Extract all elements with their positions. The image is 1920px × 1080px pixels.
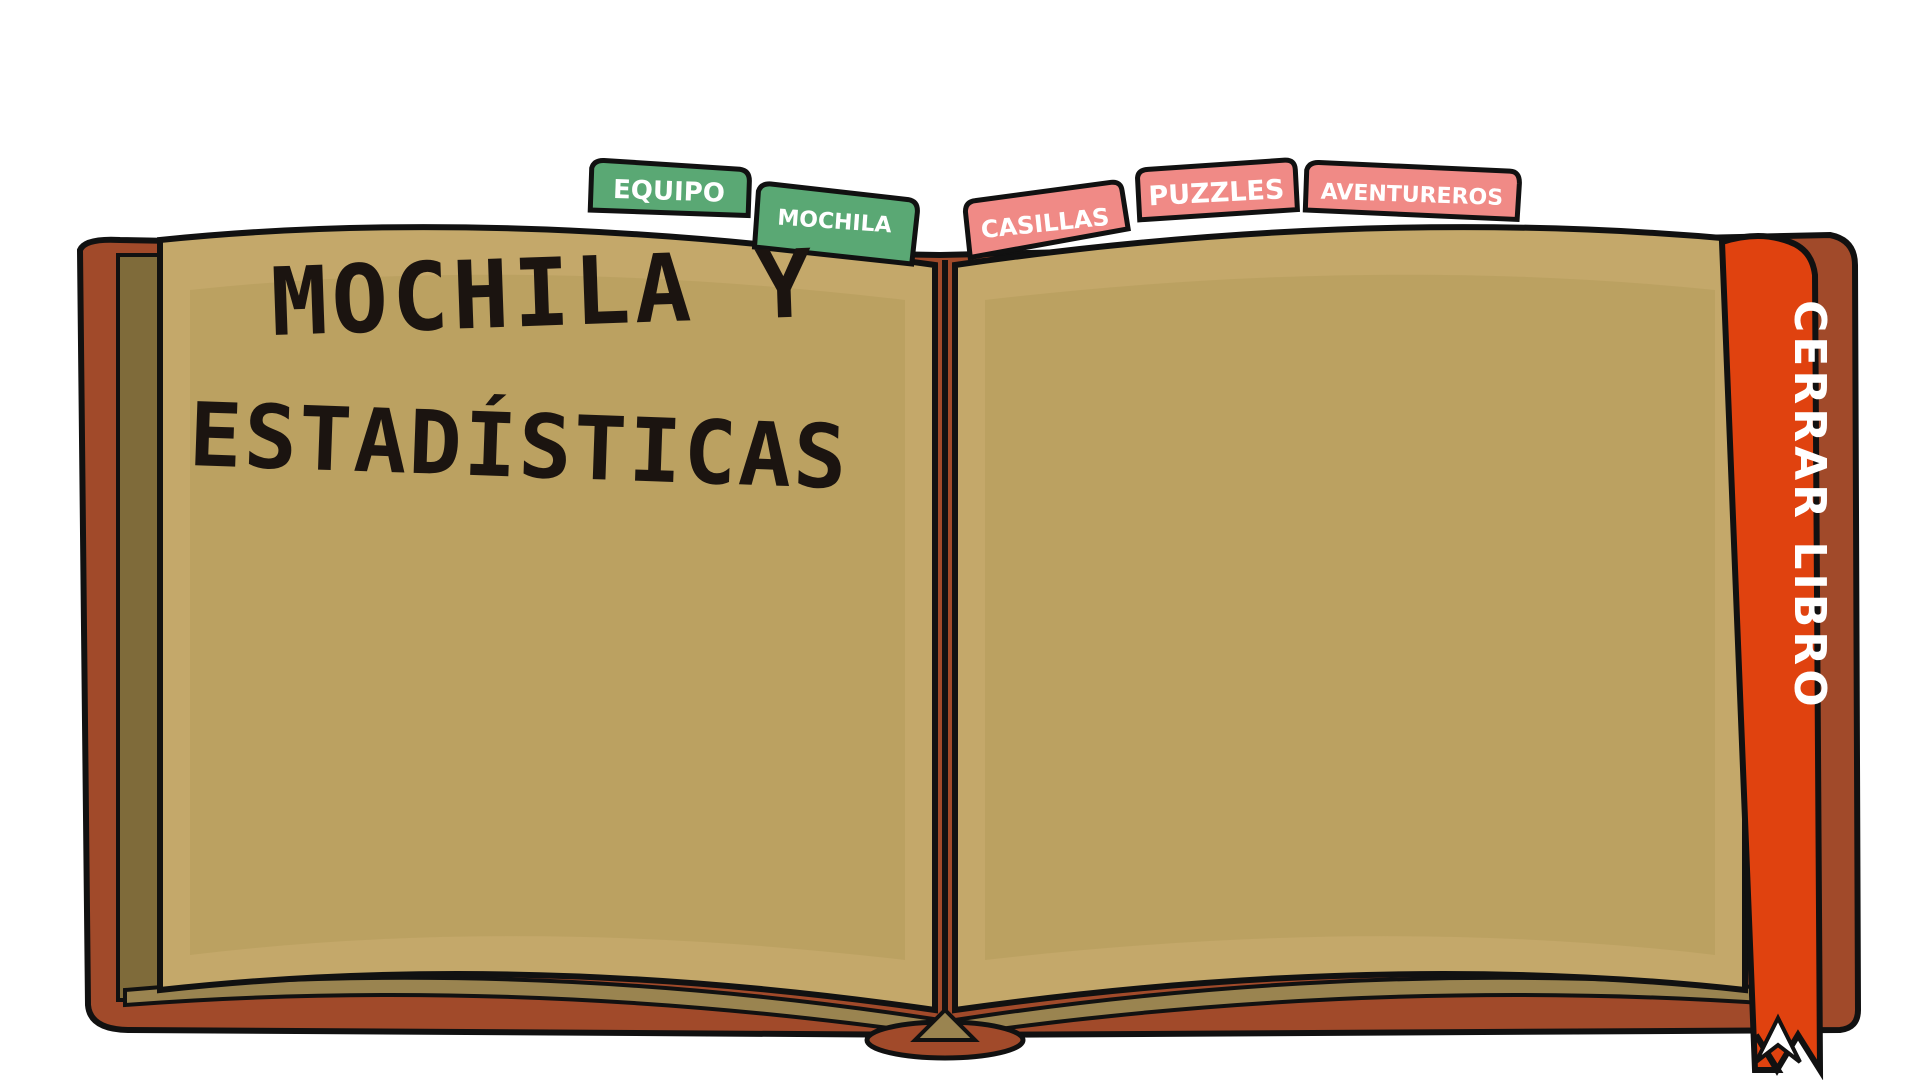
tab-equipo-label: EQUIPO (613, 175, 726, 209)
close-book-button[interactable]: CERRAR LIBRO (1718, 233, 1835, 1080)
tab-aventureros[interactable]: AVENTUREROS (1302, 159, 1522, 223)
spine-base (864, 1007, 1026, 1061)
tab-puzzles-label: PUZZLES (1148, 174, 1285, 212)
left-page (157, 224, 938, 1014)
tab-casillas[interactable]: CASILLAS (962, 179, 1131, 261)
page-title-line1: MOCHILA Y (269, 230, 818, 358)
tab-mochila[interactable]: MOCHILA (751, 181, 920, 267)
tab-equipo[interactable]: EQUIPO (587, 157, 752, 219)
page-title-line2: ESTADÍSTICAS (187, 383, 850, 509)
right-page (952, 224, 1748, 1014)
page-title: MOCHILA Y ESTADÍSTICAS (187, 230, 850, 509)
tab-puzzles[interactable]: PUZZLES (1135, 157, 1301, 223)
close-book-label: CERRAR LIBRO (1784, 300, 1835, 711)
